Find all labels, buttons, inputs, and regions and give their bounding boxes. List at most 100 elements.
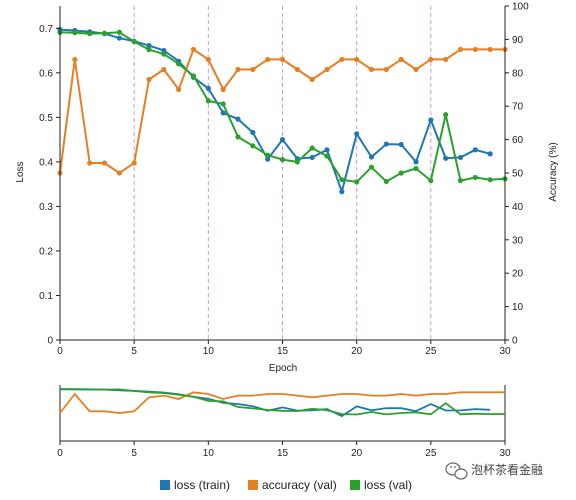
- point-loss-val: [413, 165, 419, 172]
- point-loss-train: [220, 110, 226, 116]
- y-right-tick-label: 80: [512, 68, 524, 79]
- legend-swatch-loss-train: [160, 480, 170, 490]
- y-left-tick-label: 0.3: [39, 202, 53, 213]
- point-loss-train: [398, 141, 404, 148]
- point-loss-train: [457, 154, 464, 161]
- x-tick-label: 15: [277, 346, 289, 357]
- point-loss-val: [265, 152, 271, 158]
- point-accuracy-val: [116, 170, 122, 176]
- legend-label-loss-train: loss (train): [174, 478, 230, 492]
- point-accuracy-val: [265, 56, 271, 63]
- brush-line-loss-val: [59, 388, 506, 416]
- point-accuracy-val: [487, 46, 493, 53]
- x-tick-label: 0: [57, 346, 63, 357]
- y-right-tick-label: 100: [512, 2, 529, 13]
- point-accuracy-val: [161, 66, 167, 73]
- y-right-tick-label: 50: [512, 169, 524, 180]
- point-accuracy-val: [443, 56, 449, 63]
- point-loss-val: [250, 143, 256, 149]
- point-loss-val: [279, 157, 286, 163]
- point-accuracy-val: [428, 56, 434, 63]
- brush-x-tick-label: 20: [351, 448, 363, 459]
- point-loss-train: [116, 35, 122, 41]
- point-loss-val: [101, 30, 108, 36]
- point-loss-train: [265, 156, 271, 162]
- point-loss-val: [324, 153, 330, 159]
- y-right-tick-label: 60: [512, 135, 524, 146]
- point-loss-val: [131, 39, 137, 45]
- y-left-axis-title: Loss: [15, 161, 26, 182]
- point-accuracy-val: [398, 56, 404, 63]
- point-accuracy-val: [413, 66, 419, 73]
- y-left-tick-label: 0.7: [39, 24, 53, 35]
- point-accuracy-val: [190, 46, 197, 53]
- brush-x-tick-label: 0: [57, 448, 63, 459]
- point-loss-train: [279, 137, 286, 143]
- watermark: 泡杯茶看金融: [445, 462, 543, 480]
- point-loss-val: [443, 112, 449, 118]
- point-loss-val: [398, 170, 404, 176]
- x-tick-label: 5: [131, 346, 137, 357]
- point-accuracy-val: [294, 66, 300, 73]
- point-loss-train: [235, 116, 241, 122]
- point-loss-val: [205, 98, 211, 104]
- point-loss-train: [472, 147, 478, 153]
- point-loss-train: [487, 151, 493, 157]
- brush-x-tick-label: 5: [131, 448, 137, 459]
- y-left-tick-label: 0.2: [39, 246, 53, 257]
- y-left-tick-label: 0.6: [39, 68, 53, 79]
- point-loss-val: [116, 29, 122, 35]
- point-accuracy-val: [250, 66, 256, 73]
- legend-swatch-accuracy-val: [248, 480, 258, 490]
- x-tick-label: 10: [203, 346, 215, 357]
- overview-brush-chart[interactable]: 0 5 10 15 20 25 30: [57, 385, 511, 459]
- point-loss-val: [428, 177, 434, 184]
- y-left-tick-label: 0.1: [39, 291, 53, 302]
- point-loss-val: [72, 30, 78, 36]
- point-loss-val: [487, 177, 493, 183]
- point-accuracy-val: [368, 66, 375, 73]
- point-accuracy-val: [324, 66, 330, 73]
- point-loss-val: [146, 47, 152, 53]
- point-loss-val: [87, 31, 93, 37]
- vertical-gridlines: [133, 6, 432, 340]
- point-loss-train: [413, 159, 419, 165]
- point-loss-train: [146, 43, 152, 49]
- series-line-loss-train: [59, 28, 491, 193]
- point-loss-train: [383, 141, 389, 147]
- point-accuracy-val: [235, 66, 241, 73]
- brush-x-tick-label: 10: [203, 448, 215, 459]
- point-accuracy-val: [72, 56, 78, 63]
- point-accuracy-val: [220, 86, 226, 93]
- point-accuracy-val: [354, 56, 360, 63]
- x-tick-label: 25: [425, 346, 437, 357]
- point-accuracy-val: [205, 56, 211, 63]
- point-loss-train: [250, 129, 256, 136]
- point-loss-train: [309, 154, 315, 161]
- point-accuracy-val: [339, 56, 345, 63]
- point-loss-val: [294, 159, 300, 165]
- brush-x-tick-label: 15: [277, 448, 289, 459]
- y-left-tick-label: 0: [47, 336, 53, 347]
- y-right-tick-label: 0: [512, 336, 518, 347]
- brush-x-tick-label: 25: [425, 448, 437, 459]
- point-accuracy-val: [146, 76, 152, 83]
- point-accuracy-val: [101, 160, 108, 166]
- legend-label-loss-val: loss (val): [364, 478, 412, 492]
- y-left-tick-label: 0.4: [39, 157, 53, 168]
- y-right-tick-label: 90: [512, 35, 524, 46]
- point-loss-train: [161, 47, 167, 54]
- point-loss-train: [354, 131, 360, 137]
- wechat-icon: [445, 462, 468, 480]
- y-right-axis-title: Accuracy (%): [548, 142, 559, 201]
- point-loss-val: [457, 177, 464, 184]
- point-accuracy-val: [279, 56, 286, 63]
- y-right-tick-label: 10: [512, 302, 524, 313]
- point-loss-train: [324, 147, 330, 153]
- point-loss-train: [205, 85, 211, 91]
- point-loss-train: [428, 117, 434, 123]
- brush-line-accuracy-val: [59, 391, 505, 414]
- point-accuracy-val: [472, 46, 478, 53]
- point-loss-val: [190, 73, 197, 79]
- watermark-text: 泡杯茶看金融: [471, 462, 543, 477]
